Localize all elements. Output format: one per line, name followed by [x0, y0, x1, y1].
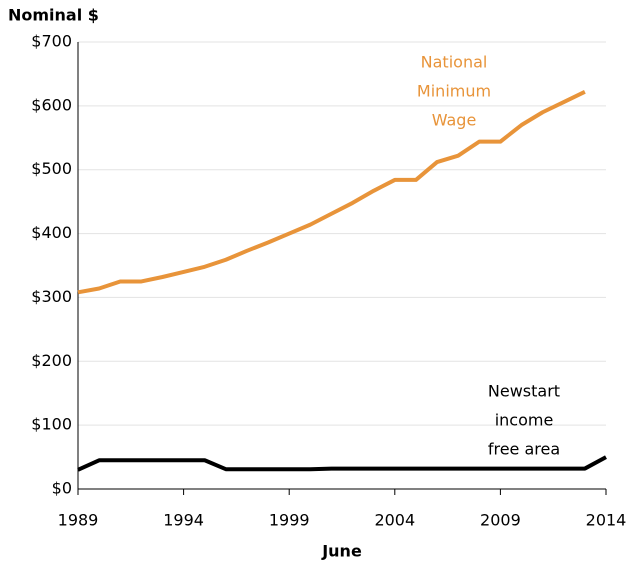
- y-tick-label: $100: [31, 415, 72, 434]
- y-tick-label: $200: [31, 351, 72, 370]
- series-line: [77, 90, 586, 295]
- series-label: Wage: [432, 111, 477, 130]
- y-tick-label: $400: [31, 223, 72, 242]
- y-tick-label: $500: [31, 159, 72, 178]
- series-label: Minimum: [417, 82, 491, 101]
- x-axis-label: June: [321, 542, 362, 561]
- x-tick-label: 1994: [163, 511, 204, 530]
- y-tick-label: $600: [31, 95, 72, 114]
- y-tick-label: $0: [52, 479, 72, 498]
- series-label: Newstart: [488, 382, 560, 401]
- x-tick-label: 1999: [269, 511, 310, 530]
- y-tick-label: $700: [31, 32, 72, 51]
- x-tick-label: 1989: [58, 511, 99, 530]
- x-tick-label: 2014: [586, 511, 627, 530]
- series-label: free area: [488, 440, 560, 459]
- x-tick-label: 2004: [374, 511, 415, 530]
- series-line: [77, 455, 607, 472]
- x-tick-label: 2009: [480, 511, 521, 530]
- y-axis-label: Nominal $: [8, 6, 99, 25]
- series-label: income: [495, 411, 554, 430]
- y-tick-label: $300: [31, 287, 72, 306]
- series-label: National: [421, 53, 488, 72]
